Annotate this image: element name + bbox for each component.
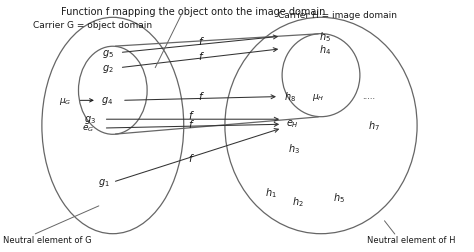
Text: $h_3$: $h_3$ xyxy=(288,142,300,155)
Text: Function f mapping the object onto the image domain: Function f mapping the object onto the i… xyxy=(61,7,325,17)
Text: $h_8$: $h_8$ xyxy=(284,90,296,104)
Text: $h_1$: $h_1$ xyxy=(265,185,276,199)
Text: $e_H$: $e_H$ xyxy=(286,118,299,129)
Text: f: f xyxy=(198,92,201,102)
Text: Neutral element of H: Neutral element of H xyxy=(367,236,455,244)
Text: $h_2$: $h_2$ xyxy=(292,194,304,208)
Text: $h_7$: $h_7$ xyxy=(368,119,380,133)
Text: Neutral element of G: Neutral element of G xyxy=(3,236,91,244)
Text: $g_5$: $g_5$ xyxy=(102,47,114,59)
Text: $g_2$: $g_2$ xyxy=(102,62,114,74)
Text: Carrier H = image domain: Carrier H = image domain xyxy=(277,11,397,20)
Text: $h_4$: $h_4$ xyxy=(319,43,331,56)
Text: f: f xyxy=(189,111,192,121)
Text: $g_1$: $g_1$ xyxy=(98,176,109,188)
Text: $g_4$: $g_4$ xyxy=(101,95,113,107)
Text: f: f xyxy=(198,37,201,47)
Text: $e_G$: $e_G$ xyxy=(82,123,94,134)
Text: $h_5$: $h_5$ xyxy=(333,191,345,204)
Text: .....: ..... xyxy=(362,91,375,100)
Text: $\mu_G$: $\mu_G$ xyxy=(59,96,72,106)
Text: Carrier G = object domain: Carrier G = object domain xyxy=(33,21,152,30)
Text: f: f xyxy=(189,154,192,164)
Text: $h_5$: $h_5$ xyxy=(319,30,331,44)
Text: $g_3$: $g_3$ xyxy=(84,114,96,126)
Text: $\mu_H$: $\mu_H$ xyxy=(312,92,324,103)
Text: f: f xyxy=(189,120,192,130)
Text: f: f xyxy=(198,51,201,61)
